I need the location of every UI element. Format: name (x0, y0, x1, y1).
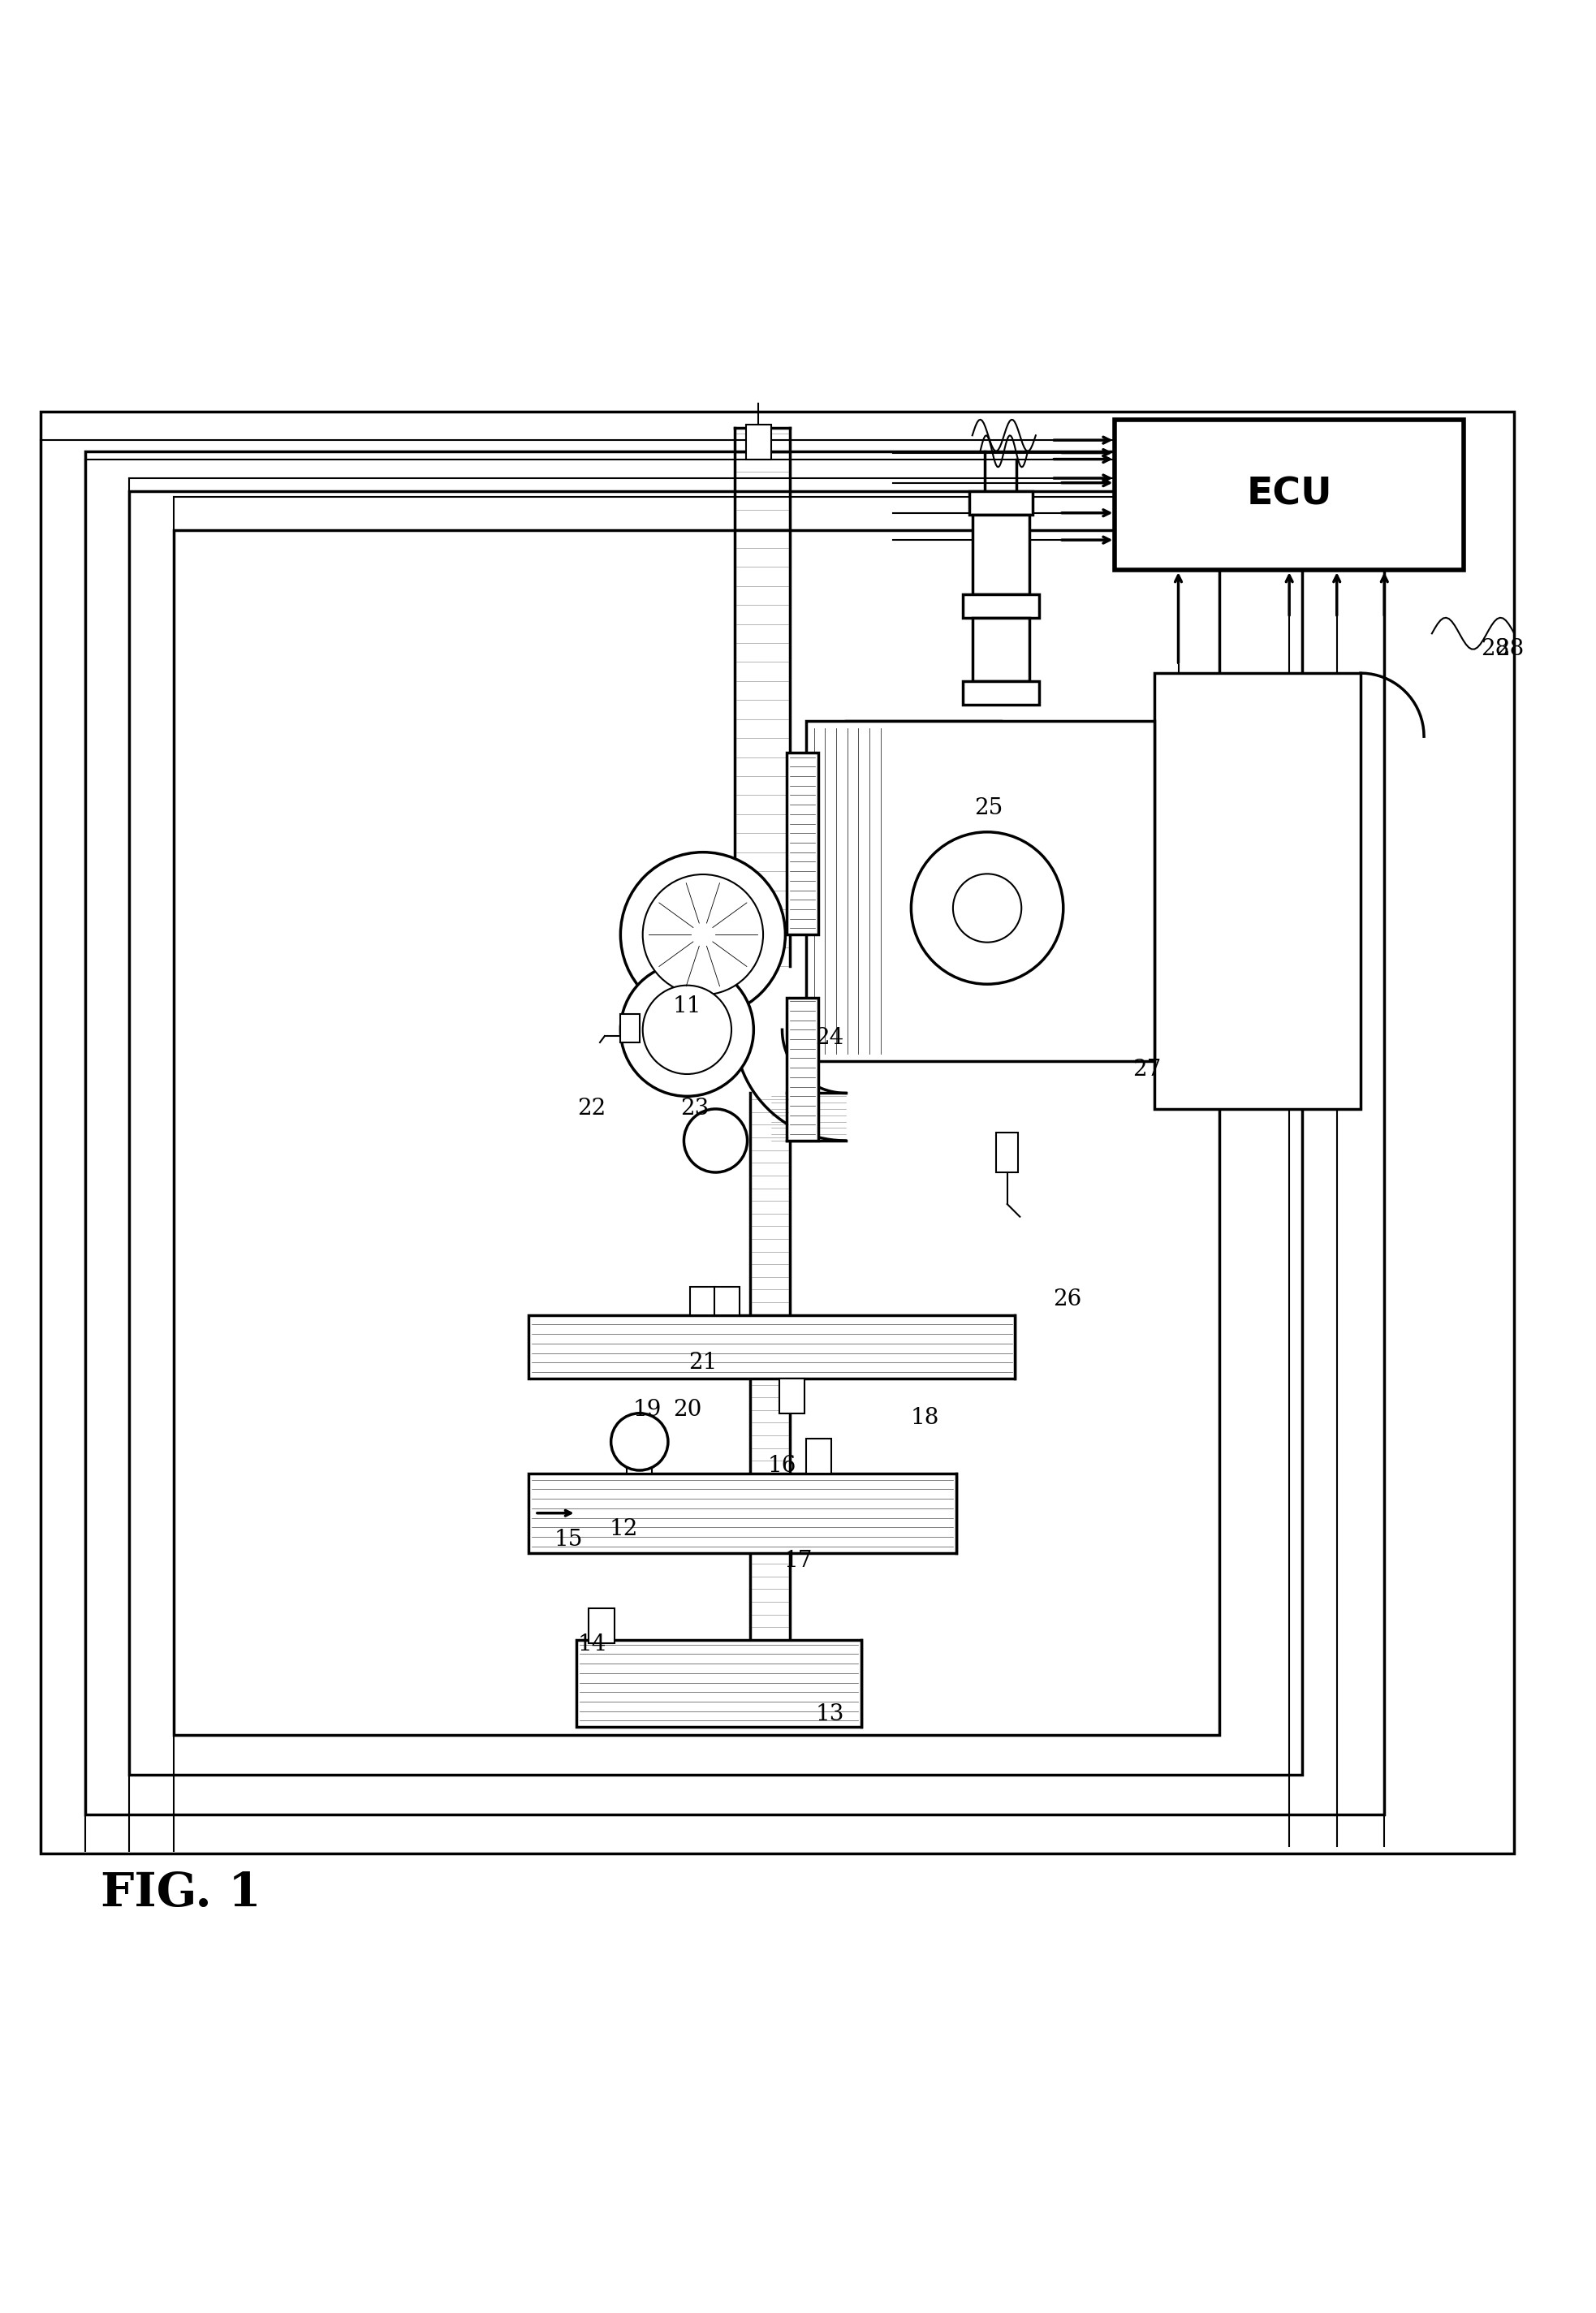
Bar (745, 423, 771, 460)
Bar (713, 1286, 739, 1316)
Text: 18: 18 (910, 1406, 938, 1429)
Text: 25: 25 (974, 798, 1002, 819)
Bar (996, 1133, 1018, 1173)
Bar (528, 1473, 956, 1552)
Bar (627, 1441, 653, 1473)
Text: 13: 13 (816, 1702, 844, 1725)
Text: 19: 19 (634, 1399, 662, 1420)
Bar (528, 1316, 1015, 1379)
Bar (962, 680, 1039, 705)
Text: 23: 23 (680, 1099, 709, 1119)
Text: 11: 11 (672, 995, 702, 1018)
Bar (787, 752, 819, 934)
Text: 20: 20 (672, 1399, 701, 1420)
Text: 16: 16 (768, 1455, 796, 1476)
Text: 24: 24 (816, 1027, 844, 1048)
Bar (621, 1013, 640, 1043)
Text: 28: 28 (1481, 638, 1510, 659)
Circle shape (643, 985, 731, 1073)
Text: 17: 17 (784, 1550, 812, 1571)
Circle shape (643, 874, 763, 995)
Text: 14: 14 (578, 1633, 606, 1656)
Bar (129, 490, 1302, 1774)
Bar (806, 722, 1154, 1062)
Bar (972, 618, 1029, 680)
Text: 27: 27 (1132, 1059, 1160, 1080)
Circle shape (911, 833, 1063, 983)
Bar (787, 997, 819, 1140)
Bar (576, 1640, 862, 1728)
Circle shape (685, 1108, 747, 1173)
Text: 28: 28 (1495, 638, 1524, 659)
Text: 21: 21 (688, 1351, 717, 1374)
Text: FIG. 1: FIG. 1 (101, 1871, 262, 1915)
Bar (969, 490, 1033, 513)
Bar (806, 1439, 832, 1473)
Bar (589, 1608, 614, 1642)
Text: 22: 22 (578, 1099, 606, 1119)
Bar (972, 513, 1029, 594)
Text: ECU: ECU (1246, 476, 1333, 513)
Circle shape (621, 962, 753, 1096)
Bar (85, 451, 1384, 1813)
Bar (779, 1379, 804, 1413)
Bar (1154, 673, 1360, 1108)
Circle shape (611, 1413, 669, 1471)
Circle shape (621, 851, 785, 1018)
Bar (174, 530, 1219, 1735)
Bar (689, 1286, 715, 1316)
Text: 26: 26 (1053, 1288, 1082, 1309)
Text: 15: 15 (554, 1529, 583, 1552)
Bar (962, 594, 1039, 618)
Bar (1116, 419, 1464, 569)
Text: 12: 12 (610, 1517, 638, 1540)
